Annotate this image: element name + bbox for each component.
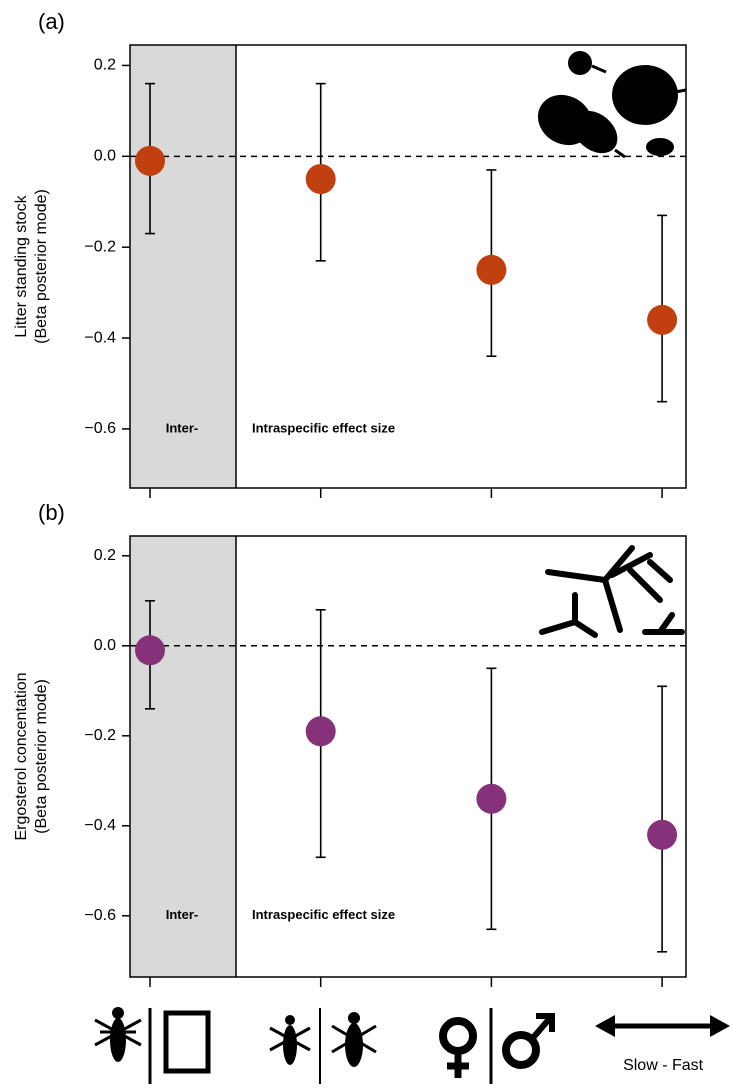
y-tick-label: −0.2 (84, 238, 116, 255)
y-axis-label: (Beta posterior mode) (33, 679, 50, 834)
y-tick-label: −0.4 (84, 817, 116, 834)
point (305, 716, 336, 747)
panel-label: (a) (38, 9, 65, 34)
inter-region (130, 536, 236, 977)
y-tick-label: 0.2 (94, 547, 116, 564)
y-axis-label: Litter standing stock (13, 194, 30, 337)
y-tick-label: −0.6 (84, 420, 116, 437)
y-tick-label: −0.2 (84, 727, 116, 744)
y-tick-label: 0.0 (94, 148, 116, 165)
point (135, 635, 165, 666)
point (476, 783, 507, 814)
point (647, 819, 678, 850)
y-tick-label: 0.2 (94, 57, 116, 74)
annotation: Intraspecific effect size (252, 420, 395, 435)
category-icons (94, 1007, 730, 1084)
plot-frame (129, 535, 687, 978)
leaf-icon (537, 51, 687, 159)
annotation: Intraspecific effect size (252, 907, 395, 922)
y-tick-label: 0.0 (94, 637, 116, 654)
inter-region (130, 45, 236, 488)
plot-frame (129, 44, 687, 489)
y-tick-label: −0.4 (84, 329, 116, 346)
y-axis-label: (Beta posterior mode) (33, 189, 50, 344)
y-axis-label: Ergosterol concentation (13, 672, 30, 840)
annotation: Inter- (166, 907, 199, 922)
annotation: Inter- (166, 420, 199, 435)
point (135, 145, 165, 176)
panel-label: (b) (38, 500, 65, 525)
y-tick-label: −0.6 (84, 907, 116, 924)
point (476, 254, 507, 285)
hyphae-icon (539, 545, 685, 638)
point (647, 304, 678, 335)
point (305, 164, 336, 195)
x-tick-label: Slow - Fast (623, 1057, 704, 1074)
